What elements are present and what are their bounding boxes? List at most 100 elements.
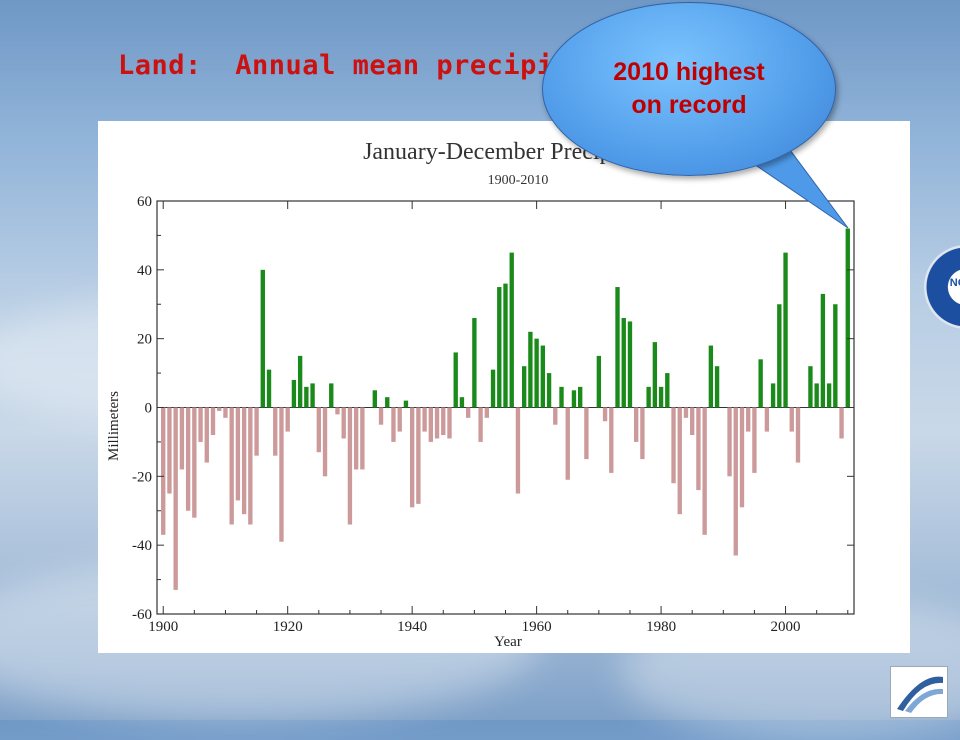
bar-1907	[204, 407, 209, 463]
bar-1970	[596, 355, 602, 408]
bar-2010	[845, 228, 850, 408]
bar-1926	[322, 407, 328, 477]
bar-1928	[335, 407, 340, 415]
bar-1924	[310, 383, 315, 408]
bar-1960	[534, 338, 539, 408]
bar-1951	[478, 407, 483, 442]
bar-1966	[571, 390, 577, 408]
bar-1995	[752, 407, 757, 473]
bar-2000	[783, 252, 788, 408]
bar-1955	[503, 283, 508, 408]
noaa-logo-text: NOAA	[949, 277, 960, 289]
x-tick-label-1920: 1920	[273, 619, 303, 635]
bar-1953	[490, 369, 496, 408]
y-tick-label-60: 60	[137, 194, 152, 210]
bar-1959	[528, 331, 533, 408]
bar-1965	[565, 407, 570, 480]
bar-1919	[279, 407, 284, 542]
bar-1949	[465, 407, 471, 418]
bar-2007	[826, 383, 832, 408]
bar-1958	[521, 366, 527, 408]
callout-bubble: 2010 highest on record	[542, 2, 836, 176]
bar-1987	[702, 407, 707, 535]
bar-1916	[260, 269, 265, 408]
bar-1948	[459, 397, 465, 408]
bar-1956	[509, 252, 514, 408]
bar-1998	[770, 383, 776, 408]
bar-2006	[820, 293, 826, 408]
bar-1941	[416, 407, 421, 504]
bar-1906	[198, 407, 203, 442]
bar-1918	[273, 407, 278, 456]
bar-1999	[777, 304, 782, 408]
bar-1937	[391, 407, 396, 442]
bar-1988	[708, 345, 714, 408]
bar-1912	[235, 407, 241, 501]
bar-1986	[696, 407, 701, 491]
bar-2005	[814, 383, 819, 408]
bar-1957	[515, 407, 521, 494]
bar-1939	[403, 400, 409, 408]
bar-1920	[285, 407, 290, 432]
y-tick-label-0: 0	[145, 401, 153, 417]
bar-1964	[559, 386, 564, 408]
bar-1963	[553, 407, 558, 425]
bar-1914	[248, 407, 253, 525]
y-tick-label-40: 40	[137, 263, 152, 279]
bar-1972	[609, 407, 614, 473]
bar-1917	[266, 369, 272, 408]
bar-2009	[839, 407, 844, 439]
bar-1978	[646, 386, 651, 408]
bar-1921	[291, 379, 297, 408]
bar-2008	[833, 304, 838, 408]
bar-1997	[764, 407, 770, 432]
bar-1992	[733, 407, 738, 556]
bar-1952	[484, 407, 490, 418]
bar-1908	[210, 407, 216, 436]
bar-2004	[808, 366, 813, 408]
bar-1935	[378, 407, 384, 425]
bar-1976	[634, 407, 639, 442]
bar-1975	[627, 321, 633, 408]
bar-1932	[360, 407, 365, 470]
precipitation-bar-chart: January-December Precipitation 1900-2010…	[106, 139, 855, 650]
bar-1967	[578, 386, 583, 408]
bar-1968	[584, 407, 589, 460]
y-tick-label-20: 20	[137, 332, 152, 348]
bar-2001	[789, 407, 794, 432]
bar-1994	[746, 407, 751, 432]
bar-1989	[714, 366, 720, 408]
x-tick-label-1980: 1980	[646, 619, 676, 635]
y-tick-label--60: -60	[132, 607, 152, 623]
bar-1927	[329, 383, 334, 408]
bar-1929	[341, 407, 346, 439]
bar-1909	[217, 407, 222, 411]
bar-1954	[497, 287, 502, 408]
x-axis-label: Year	[494, 634, 522, 650]
bar-1910	[223, 407, 228, 418]
x-tick-label-1900: 1900	[148, 619, 178, 635]
bar-1985	[690, 407, 695, 436]
bar-1911	[229, 407, 234, 525]
y-axis-label: Millimeters	[106, 391, 122, 461]
bar-1980	[658, 386, 664, 408]
bar-1904	[185, 407, 191, 511]
bar-1950	[472, 318, 477, 408]
y-tick-label--40: -40	[132, 538, 152, 554]
bar-1962	[546, 373, 552, 408]
bar-1973	[615, 287, 620, 408]
x-tick-label-1940: 1940	[397, 619, 427, 635]
x-tick-label-2000: 2000	[771, 619, 801, 635]
bar-1915	[254, 407, 259, 456]
bar-1903	[179, 407, 185, 470]
bar-1942	[422, 407, 427, 432]
bar-1923	[304, 386, 309, 408]
bar-1947	[453, 352, 458, 408]
bar-1979	[652, 342, 658, 408]
bar-1902	[173, 407, 178, 590]
bar-1944	[434, 407, 440, 439]
chart-panel: January-December Precipitation 1900-2010…	[98, 121, 960, 653]
bar-1983	[677, 407, 682, 515]
bar-1925	[316, 407, 321, 453]
y-tick-label--20: -20	[132, 469, 152, 485]
